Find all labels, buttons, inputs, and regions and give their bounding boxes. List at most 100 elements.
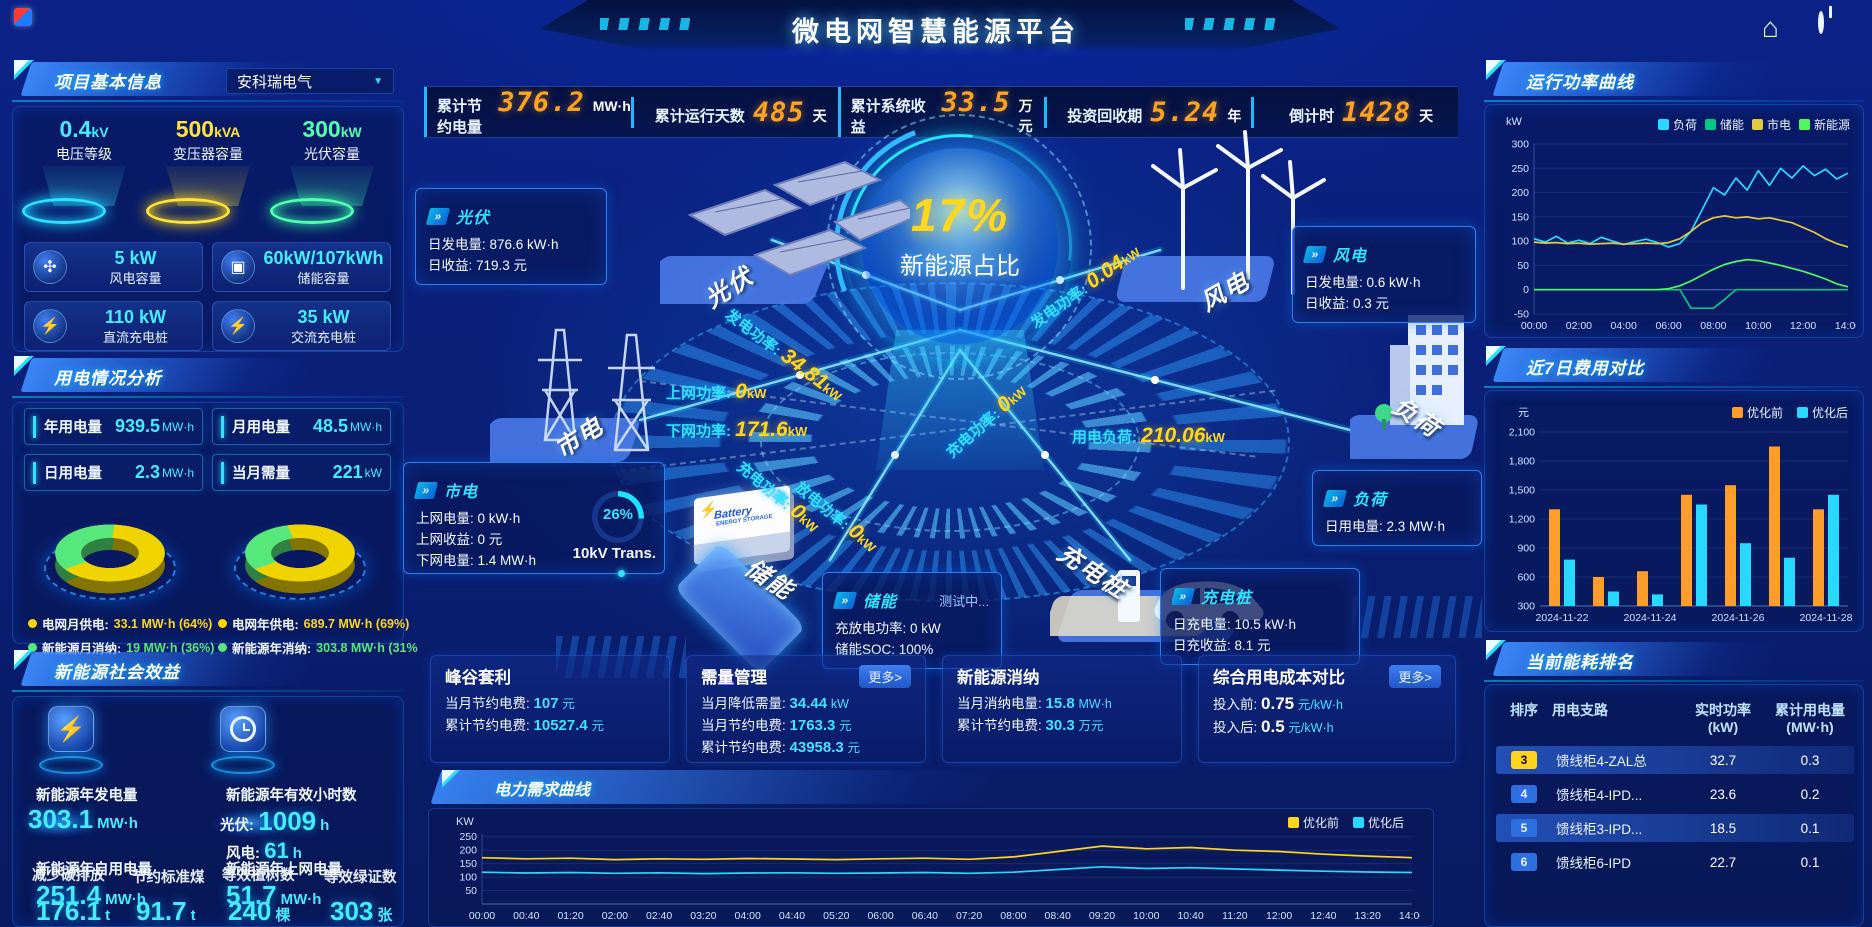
coal-value: 91.7 t	[136, 896, 196, 926]
legend-label: 电网月供电:	[42, 618, 109, 632]
usage-card: 年用电量 939.5 MW·h	[24, 408, 203, 445]
svg-text:600: 600	[1517, 572, 1535, 584]
power-curve-chart: -50 0 50 100 150 200 250 300 00:00 02:00 04:00 06:0…	[1494, 136, 1861, 333]
stat-label: 累计系统收益	[850, 98, 926, 136]
legend-item: 储能	[1704, 116, 1744, 133]
capacity-value: 5 kW	[114, 247, 157, 268]
page-title: 微电网智慧能源平台	[792, 17, 1080, 47]
svg-text:300: 300	[1511, 139, 1529, 151]
self-use-value: 251.4 MW·h	[36, 880, 146, 910]
solar-panels-icon	[660, 160, 910, 304]
svg-text:1,500: 1,500	[1509, 485, 1535, 497]
pedestal-label: 电压等级	[56, 146, 112, 162]
stat-unit: 天	[812, 107, 827, 124]
pedestal-metric: 0.4kV 电压等级	[22, 116, 146, 234]
legend-swatch	[1287, 817, 1299, 828]
renewable-ratio-value: 17%	[910, 189, 1010, 241]
home-icon[interactable]: ⌂	[1762, 12, 1779, 43]
card-load: » 负荷 日用电量: 2.3 MW·h	[1312, 470, 1482, 546]
capacity-card: ⚡ 110 kW 直流充电桩	[24, 301, 203, 351]
company-dropdown-value: 安科瑞电气	[237, 73, 313, 91]
gen-value: 303.1 MW·h	[28, 804, 138, 834]
pedestal-metric: 300kW 光伏容量	[270, 116, 394, 234]
company-dropdown[interactable]: 安科瑞电气 ▼	[226, 68, 394, 94]
legend-value: 19 MW·h (36%)	[126, 640, 215, 655]
feed-in-label: 新能源年上网电量	[226, 862, 342, 878]
usage-value: 939.5	[114, 416, 160, 436]
pv-hours: 光伏: 1009 h	[220, 806, 330, 836]
panel-title: 当前能耗排名	[1526, 653, 1634, 672]
capacity-value: 35 kW	[297, 306, 350, 327]
svg-text:50: 50	[465, 885, 477, 897]
svg-text:2,100: 2,100	[1509, 427, 1535, 439]
stat-unit: 天	[1419, 107, 1434, 124]
chevron-right-icon: »	[832, 591, 858, 609]
usage-unit: MW·h	[162, 419, 194, 434]
legend-label: 新能源	[1813, 118, 1850, 132]
panel-title: 项目基本信息	[54, 73, 162, 92]
svg-text:14:00: 14:00	[1399, 910, 1420, 922]
cert-label: 等效绿证数	[324, 870, 397, 886]
card-storage: » 储能 测试中... 充放电功率: 0 kW 储能SOC: 100%	[822, 572, 1002, 669]
panel-title: 近7日费用对比	[1526, 359, 1645, 378]
supply-year-donut	[220, 506, 380, 610]
legend-label: 市电	[1766, 118, 1791, 132]
usage-label: 当月需量	[232, 466, 290, 482]
panel-usage-analysis: 用电情况分析 年用电量 939.5 MW·h 月用电量 48.5 MW·h 日用…	[12, 356, 418, 656]
legend-dot	[218, 643, 227, 652]
svg-text:03:20: 03:20	[690, 910, 716, 922]
col-header-energy: 累计用电量 (MW·h)	[1775, 702, 1845, 735]
cost-legend: 优化前 优化后	[1731, 404, 1848, 421]
more-button[interactable]: 更多>	[1389, 664, 1441, 688]
svg-text:2024-11-22: 2024-11-22	[1536, 612, 1589, 624]
branch-cell: 馈线柜4-ZAL总	[1556, 754, 1647, 769]
legend-item: 市电	[1751, 116, 1791, 133]
capacity-value: 60kW/107kWh	[263, 247, 384, 268]
branch-cell: 馈线柜4-IPD...	[1556, 788, 1643, 803]
hours-clock-icon	[200, 706, 286, 774]
svg-text:200: 200	[1511, 187, 1529, 199]
gen-label: 新能源年发电量	[36, 788, 138, 804]
svg-text:900: 900	[1517, 543, 1535, 555]
svg-text:06:00: 06:00	[1655, 320, 1681, 332]
table-row[interactable]: 5 馈线柜3-IPD... 18.5 0.1	[1496, 814, 1854, 842]
hatch-decoration	[1352, 596, 1482, 638]
generation-icon: ⚡	[28, 706, 114, 774]
usage-value: 48.5	[312, 416, 348, 436]
power-icon[interactable]	[1818, 11, 1848, 44]
cert-value: 303 张	[330, 896, 393, 926]
usage-label: 日用电量	[44, 466, 102, 482]
svg-text:00:00: 00:00	[469, 910, 495, 922]
svg-text:150: 150	[1511, 211, 1529, 223]
tree-value: 240 棵	[228, 896, 291, 926]
svg-text:200: 200	[459, 845, 477, 857]
y-axis-unit: KW	[456, 816, 474, 828]
pedestal-label: 光伏容量	[304, 146, 360, 162]
pedestal-unit: kW	[340, 124, 362, 140]
renewable-ratio-label: 新能源占比	[900, 253, 1020, 280]
capacity-label: 直流充电桩	[102, 329, 168, 345]
svg-text:07:20: 07:20	[956, 910, 982, 922]
cost-compare-chart: 300 600 900 1,200 1,500 1,800 2,100 2024-11-22 2…	[1494, 424, 1856, 625]
y-axis-unit: 元	[1518, 407, 1529, 419]
table-row[interactable]: 4 馈线柜4-IPD... 23.6 0.2	[1496, 780, 1854, 808]
stat-label: 倒计时	[1289, 107, 1335, 125]
stat-label: 累计节约电量	[437, 98, 483, 136]
legend-item: 优化前	[1731, 404, 1783, 421]
svg-text:300: 300	[1517, 601, 1535, 613]
card-grid: » 市电 上网电量: 0 kW·h 上网收益: 0 元 下网电量: 1.4 MW·…	[403, 462, 665, 577]
power-cell: 23.6	[1709, 786, 1737, 802]
usage-unit: MW·h	[350, 419, 382, 434]
header-decoration-right	[1185, 18, 1275, 30]
panel-title: 用电情况分析	[54, 369, 162, 388]
stat-value: 5.24	[1150, 96, 1220, 128]
grid-towers-icon	[490, 328, 655, 462]
pedestal-label: 变压器容量	[173, 146, 243, 162]
more-button[interactable]: 更多>	[859, 664, 911, 688]
svg-text:0: 0	[1523, 284, 1529, 296]
table-row[interactable]: 6 馈线柜6-IPD 22.7 0.1	[1496, 848, 1854, 876]
wind-turbines-icon	[1116, 130, 1326, 302]
svg-text:2024-11-28: 2024-11-28	[1800, 612, 1853, 624]
svg-text:00:00: 00:00	[1521, 320, 1547, 332]
table-row[interactable]: 3 馈线柜4-ZAL总 32.7 0.3	[1496, 746, 1854, 774]
